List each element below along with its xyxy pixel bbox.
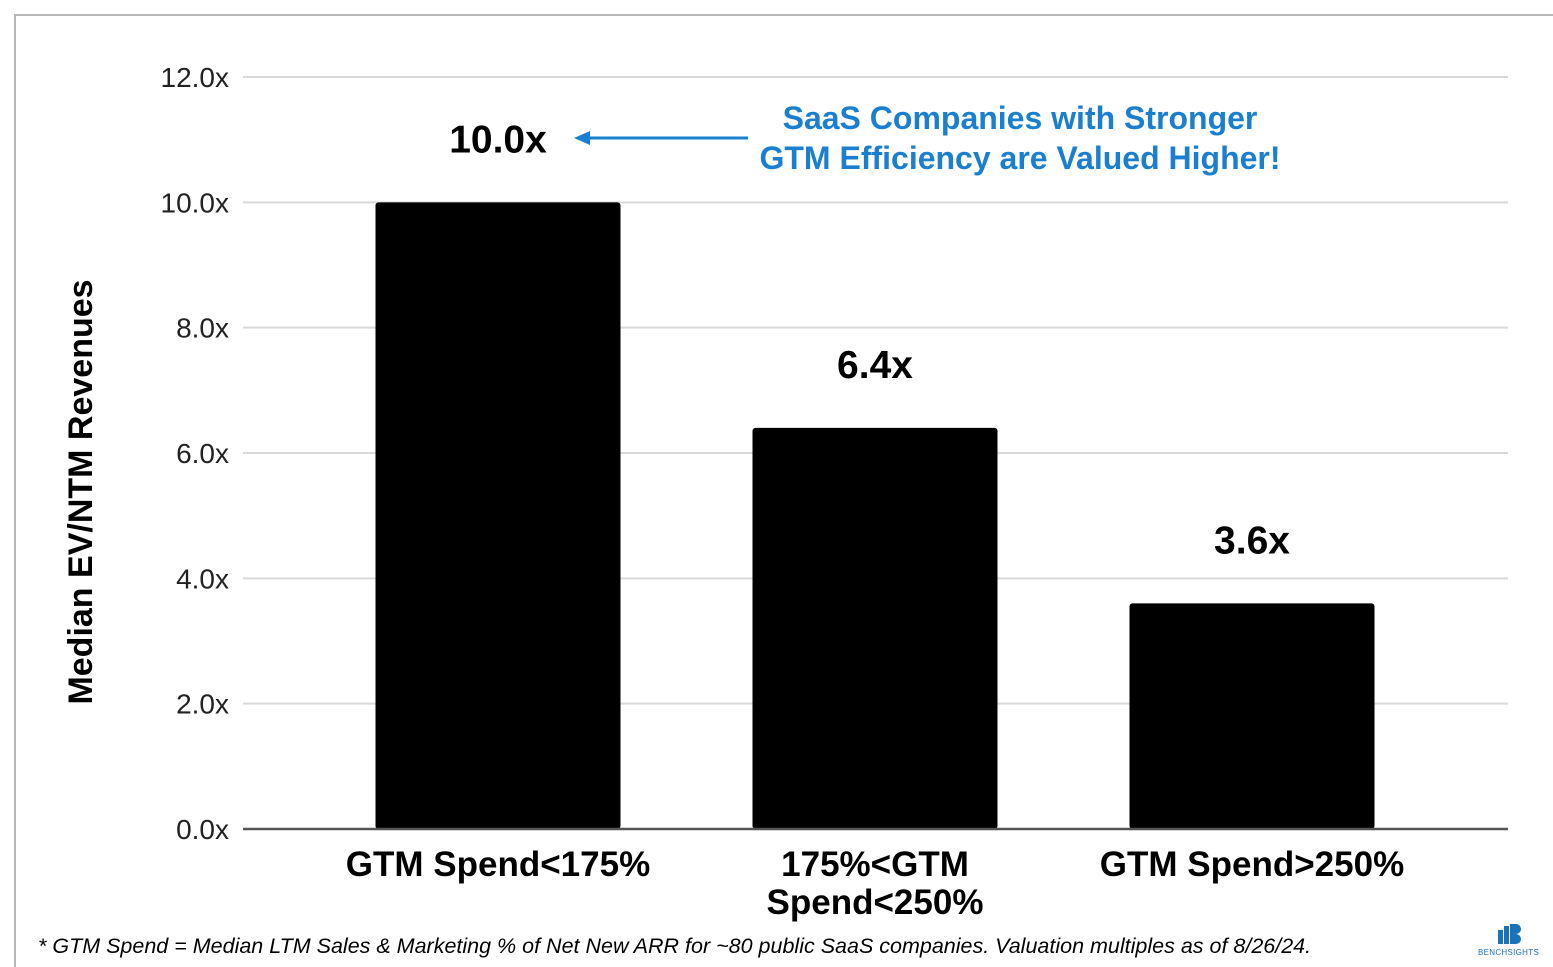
x-tick-label: 175%<GTM [781, 845, 969, 884]
annotation-text: SaaS Companies with Stronger [783, 100, 1258, 136]
annotation-text: GTM Efficiency are Valued Higher! [759, 140, 1280, 176]
footnote: * GTM Spend = Median LTM Sales & Marketi… [38, 934, 1312, 958]
y-tick-label: 2.0x [176, 689, 229, 720]
arrowhead-icon [574, 131, 590, 145]
labels: 0.0x 2.0x 4.0x 6.0x 8.0x 10.0x 12.0x 10.0x GTM S… [161, 62, 1405, 922]
y-tick-label: 4.0x [176, 563, 229, 594]
data-label: 3.6x [1214, 519, 1290, 562]
bars [375, 202, 1375, 830]
bar [375, 202, 621, 830]
x-tick-label: GTM Spend>250% [1100, 845, 1404, 884]
y-tick-label: 10.0x [161, 187, 230, 218]
x-tick-label: GTM Spend<175% [346, 845, 650, 884]
y-tick-label: 8.0x [176, 313, 229, 344]
annotation: SaaS Companies with Stronger GTM Efficien… [574, 100, 1281, 176]
bar-chart-logo-icon [1498, 924, 1521, 944]
x-tick-label: Spend<250% [767, 883, 984, 922]
y-tick-label: 0.0x [176, 814, 229, 845]
data-label: 10.0x [449, 118, 547, 161]
bar [1129, 603, 1375, 829]
y-tick-label: 6.0x [176, 438, 229, 469]
y-tick-label: 12.0x [161, 62, 230, 93]
bar [752, 427, 998, 829]
logo-text: BENCHSIGHTS [1478, 948, 1540, 957]
y-axis-title: Median EV/NTM Revenues [62, 279, 100, 704]
chart-frame [14, 14, 1553, 967]
data-label: 6.4x [837, 344, 913, 387]
